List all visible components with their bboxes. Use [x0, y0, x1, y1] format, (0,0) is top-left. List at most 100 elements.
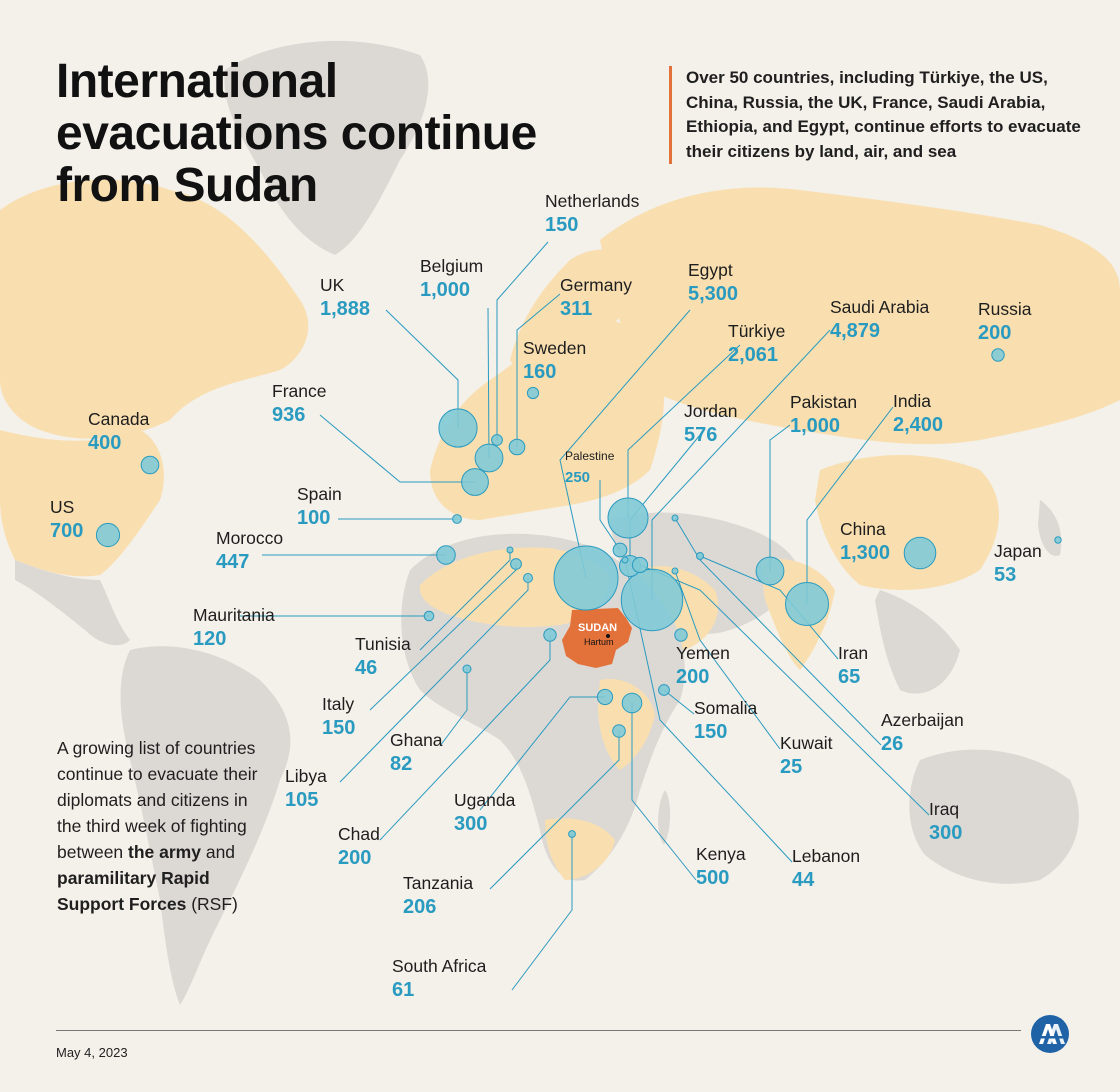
country-name-lebanon: Lebanon [792, 846, 860, 866]
country-name-south-africa: South Africa [392, 956, 487, 976]
side-note-bold: the army [128, 842, 201, 862]
bubbles [95, 348, 1062, 838]
country-value-palestine: 250 [565, 469, 590, 486]
country-name-russia: Russia [978, 299, 1032, 319]
leader-line-chad [379, 635, 551, 841]
bubble-china [903, 536, 937, 570]
country-name-france: France [272, 381, 326, 401]
leader-line-netherlands [496, 241, 549, 440]
bubble-iran [696, 552, 704, 560]
country-value-kuwait: 25 [780, 756, 802, 778]
bubble-tunisia [506, 546, 514, 554]
country-value-uk: 1,888 [320, 298, 370, 320]
country-name-pakistan: Pakistan [790, 392, 857, 412]
leader-line-ghana [439, 669, 468, 747]
country-value-saudi-arabia: 4,879 [830, 320, 880, 342]
bubble-chad [543, 628, 557, 642]
bubble-spain [452, 514, 462, 524]
country-value-iraq: 300 [929, 822, 962, 844]
country-value-netherlands: 150 [545, 214, 578, 236]
country-value-tanzania: 206 [403, 896, 436, 918]
country-value-japan: 53 [994, 564, 1016, 586]
land-madagascar [658, 790, 671, 845]
footer-rule [56, 1030, 1021, 1031]
side-note-text: (RSF) [186, 894, 238, 914]
country-value-t-rkiye: 2,061 [728, 344, 778, 366]
bubble-belgium [474, 443, 504, 473]
land-se-asia [875, 590, 960, 694]
capital-label: Hartum [584, 637, 614, 647]
country-name-saudi-arabia: Saudi Arabia [830, 297, 930, 317]
leader-line-kuwait [674, 570, 781, 750]
country-name-china: China [840, 519, 886, 539]
country-value-france: 936 [272, 404, 305, 426]
country-value-germany: 311 [560, 298, 592, 320]
bubble-canada [140, 455, 160, 475]
bubble-germany [508, 438, 526, 456]
bubble-uk [438, 408, 478, 448]
country-name-azerbaijan: Azerbaijan [881, 710, 964, 730]
title-line: evacuations continue [56, 107, 537, 160]
leader-line-tanzania [489, 731, 620, 890]
bubble-kenya [621, 692, 643, 714]
leader-line-uganda [479, 696, 605, 811]
land-mexico [15, 560, 130, 646]
country-value-italy: 150 [322, 717, 355, 739]
bubble-india [785, 582, 829, 626]
bubble-france [461, 468, 489, 496]
country-name-belgium: Belgium [420, 256, 483, 276]
country-value-sweden: 160 [523, 361, 556, 383]
country-name-tunisia: Tunisia [355, 634, 411, 654]
country-name-india: India [893, 391, 931, 411]
bubble-libya [523, 573, 533, 583]
country-name-canada: Canada [88, 409, 150, 429]
country-value-spain: 100 [297, 507, 330, 529]
land-layer [0, 40, 1120, 1005]
leader-line-palestine [599, 480, 621, 551]
country-name-germany: Germany [560, 275, 632, 295]
side-note-text: A growing list of countries continue to … [57, 738, 258, 862]
side-note-bold: paramilitary Rapid Support Forces [57, 868, 210, 914]
country-name-palestine: Palestine [565, 449, 615, 463]
bubble-t-rkiye [607, 497, 649, 539]
country-value-tunisia: 46 [355, 657, 377, 679]
sudan-label: SUDAN [578, 622, 617, 634]
country-value-yemen: 200 [676, 666, 709, 688]
bubble-japan [1054, 536, 1062, 544]
country-value-egypt: 5,300 [688, 283, 738, 305]
capital-marker [606, 634, 610, 638]
country-name-us: US [50, 497, 74, 517]
land-greenland [224, 40, 429, 256]
country-value-uganda: 300 [454, 813, 487, 835]
bubble-sweden [526, 386, 540, 400]
country-value-libya: 105 [285, 789, 318, 811]
bubble-iraq [631, 556, 649, 574]
leader-line-india [806, 406, 894, 604]
bubble-egypt [553, 545, 619, 611]
leader-line-south-africa [511, 834, 573, 991]
country-name-mauritania: Mauritania [193, 605, 275, 625]
country-name-jordan: Jordan [684, 401, 738, 421]
bubble-lebanon [621, 556, 629, 564]
country-value-south-africa: 61 [392, 979, 414, 1001]
country-name-italy: Italy [322, 694, 354, 714]
country-name-sweden: Sweden [523, 338, 586, 358]
country-name-iran: Iran [838, 643, 868, 663]
bubble-uganda [596, 688, 614, 706]
country-value-chad: 200 [338, 847, 371, 869]
bubble-yemen [674, 628, 688, 642]
land-sudan [562, 608, 632, 668]
country-name-egypt: Egypt [688, 260, 733, 280]
leader-line-kenya [631, 703, 697, 881]
bubble-italy [510, 558, 522, 570]
bubble-mauritania [423, 610, 435, 622]
country-name-uganda: Uganda [454, 790, 516, 810]
bubble-azerbaijan [671, 514, 679, 522]
leader-line-germany [516, 293, 561, 447]
bubble-russia [991, 348, 1005, 362]
bubble-ghana [462, 664, 472, 674]
leader-line-iran [699, 555, 839, 660]
country-name-uk: UK [320, 275, 345, 295]
